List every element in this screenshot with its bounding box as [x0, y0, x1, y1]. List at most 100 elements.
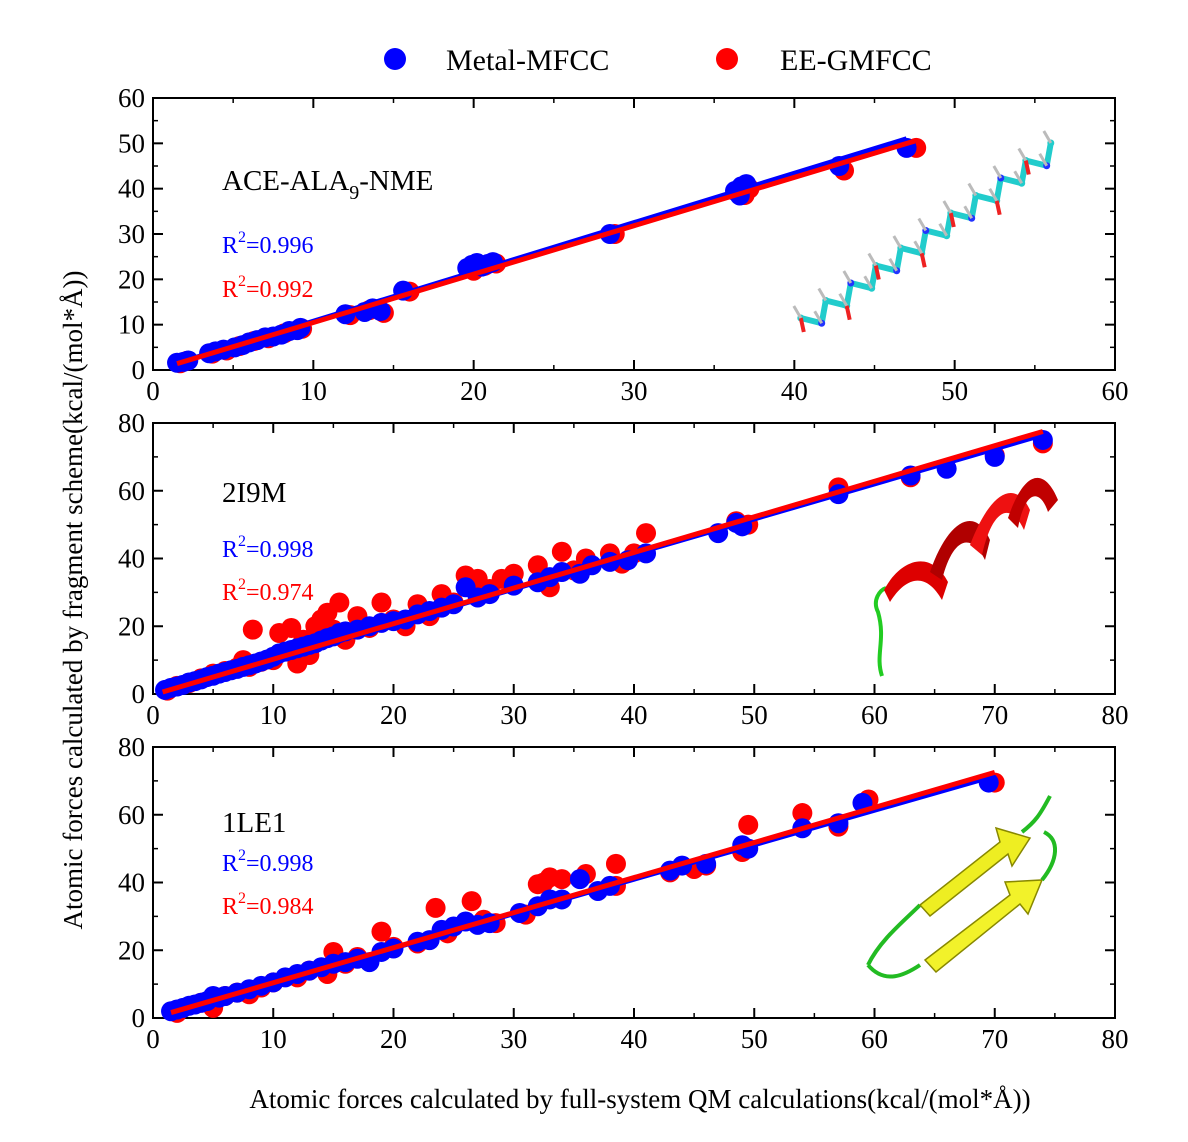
data-point-ee-gmfcc: [242, 619, 263, 640]
beta-hairpin-ribbon-inset: [866, 795, 1057, 979]
panel-2i9m: 0 10 20 30 40 50 60 70 80 0 20 40 60 80 2I9M R2=0.998 R2…: [118, 408, 1129, 730]
x-tick-label: 0: [146, 376, 160, 406]
panel-label: 2I9M: [222, 477, 286, 509]
hydrogen-bond: [842, 270, 853, 284]
hydrogen-bond: [988, 187, 998, 202]
x-tick-label: 70: [981, 700, 1008, 730]
data-point-ee-gmfcc: [461, 891, 482, 912]
carbonyl-bond: [919, 252, 927, 268]
y-tick-label: 60: [118, 800, 145, 830]
data-point-ee-gmfcc: [738, 814, 759, 835]
x-tick-label: 40: [621, 700, 648, 730]
panel-label: ACE-ALA9-NME: [222, 165, 433, 204]
data-point-metal-mfcc: [569, 869, 590, 890]
y-tick-label: 80: [118, 732, 145, 762]
x-tick-label: 20: [460, 376, 487, 406]
x-tick-label: 80: [1102, 1024, 1129, 1054]
helix-ribbon-inset: [873, 477, 1058, 677]
panel-ace-ala9-nme: 0 10 20 30 40 50 60 0 10 20 30 40 50 60 ACE-ALA9-NME R2…: [118, 83, 1129, 406]
x-tick-label: 10: [260, 1024, 287, 1054]
x-tick-label: 40: [781, 376, 808, 406]
x-tick-label: 10: [260, 700, 287, 730]
data-point-ee-gmfcc: [551, 541, 572, 562]
panel-1le1: 0 10 20 30 40 50 60 70 80 0 20 40 60 80 1LE1 R2=0.998 R2…: [118, 732, 1129, 1054]
data-point-ee-gmfcc: [425, 897, 446, 918]
hydrogen-bond: [917, 217, 928, 232]
y-tick-label: 0: [132, 355, 146, 385]
x-tick-label: 0: [146, 700, 160, 730]
y-tick-label: 10: [118, 310, 145, 340]
hydrogen-bond: [967, 182, 978, 197]
y-tick-label: 60: [118, 476, 145, 506]
legend-marker-metal-mfcc: [384, 48, 406, 70]
x-tick-label: 20: [380, 1024, 407, 1054]
data-point-ee-gmfcc: [371, 921, 392, 942]
hydrogen-bond: [863, 275, 873, 290]
legend-label-metal-mfcc: Metal-MFCC: [446, 44, 609, 77]
hydrogen-bond: [888, 257, 898, 272]
data-point-ee-gmfcc: [329, 592, 350, 613]
carbonyl-bond: [844, 305, 852, 321]
x-tick-label: 50: [741, 1024, 768, 1054]
data-point-ee-gmfcc: [792, 803, 813, 824]
hydrogen-bond: [992, 165, 1003, 179]
y-tick-label: 80: [118, 408, 145, 438]
x-tick-label: 80: [1102, 700, 1129, 730]
y-tick-label: 40: [118, 868, 145, 898]
hydrogen-bond: [838, 292, 848, 307]
legend-marker-ee-gmfcc: [716, 48, 738, 70]
carbonyl-bond: [994, 200, 1002, 216]
x-tick-label: 10: [300, 376, 327, 406]
y-tick-label: 0: [132, 1003, 146, 1033]
y-tick-label: 40: [118, 544, 145, 574]
x-tick-label: 60: [861, 700, 888, 730]
y-tick-label: 30: [118, 219, 145, 249]
y-tick-label: 20: [118, 264, 145, 294]
x-tick-label: 30: [621, 376, 648, 406]
r-squared-label: R2=0.984: [222, 890, 314, 920]
hydrogen-bond: [867, 252, 878, 267]
data-point-ee-gmfcc: [636, 523, 657, 544]
hydrogen-bond: [1017, 147, 1028, 162]
x-tick-label: 60: [861, 1024, 888, 1054]
y-axis-title: Atomic forces calculated by fragment sch…: [58, 271, 88, 930]
y-tick-label: 0: [132, 679, 146, 709]
x-tick-label: 40: [621, 1024, 648, 1054]
r-squared-label: R2=0.992: [222, 273, 314, 303]
x-tick-label: 50: [941, 376, 968, 406]
hydrogen-bond: [913, 240, 923, 255]
hydrogen-bond: [813, 310, 823, 325]
x-axis-title: Atomic forces calculated by full-system …: [249, 1084, 1030, 1114]
fit-line-ee-gmfcc: [176, 138, 916, 367]
hydrogen-bond: [942, 200, 953, 214]
r-squared-label: R2=0.998: [222, 847, 314, 877]
hydrogen-bond: [938, 222, 948, 237]
r-squared-label: R2=0.998: [222, 533, 314, 563]
hydrogen-bond: [963, 205, 973, 220]
carbonyl-bond: [1023, 160, 1031, 175]
r-squared-label: R2=0.996: [222, 229, 314, 259]
y-tick-label: 20: [118, 935, 145, 965]
legend: Metal-MFCC EE-GMFCC: [384, 44, 932, 77]
hydrogen-bond: [892, 235, 903, 249]
data-point-ee-gmfcc: [371, 592, 392, 613]
x-tick-label: 60: [1102, 376, 1129, 406]
data-point-ee-gmfcc: [551, 869, 572, 890]
peptide-stick-model-inset: [792, 130, 1055, 333]
hydrogen-bond: [1038, 152, 1048, 167]
x-tick-label: 70: [981, 1024, 1008, 1054]
r-squared-label: R2=0.974: [222, 576, 314, 606]
x-tick-label: 30: [500, 1024, 527, 1054]
panel-label: 1LE1: [222, 807, 286, 839]
fit-line-ee-gmfcc: [161, 429, 1044, 695]
y-tick-label: 20: [118, 611, 145, 641]
carbonyl-bond: [873, 265, 881, 280]
y-tick-label: 40: [118, 174, 145, 204]
y-tick-label: 50: [118, 128, 145, 158]
x-tick-label: 50: [741, 700, 768, 730]
hydrogen-bond: [1042, 130, 1053, 144]
y-tick-label: 60: [118, 83, 145, 113]
carbonyl-bond: [948, 212, 956, 228]
fit-line-ee-gmfcc: [170, 770, 996, 1015]
